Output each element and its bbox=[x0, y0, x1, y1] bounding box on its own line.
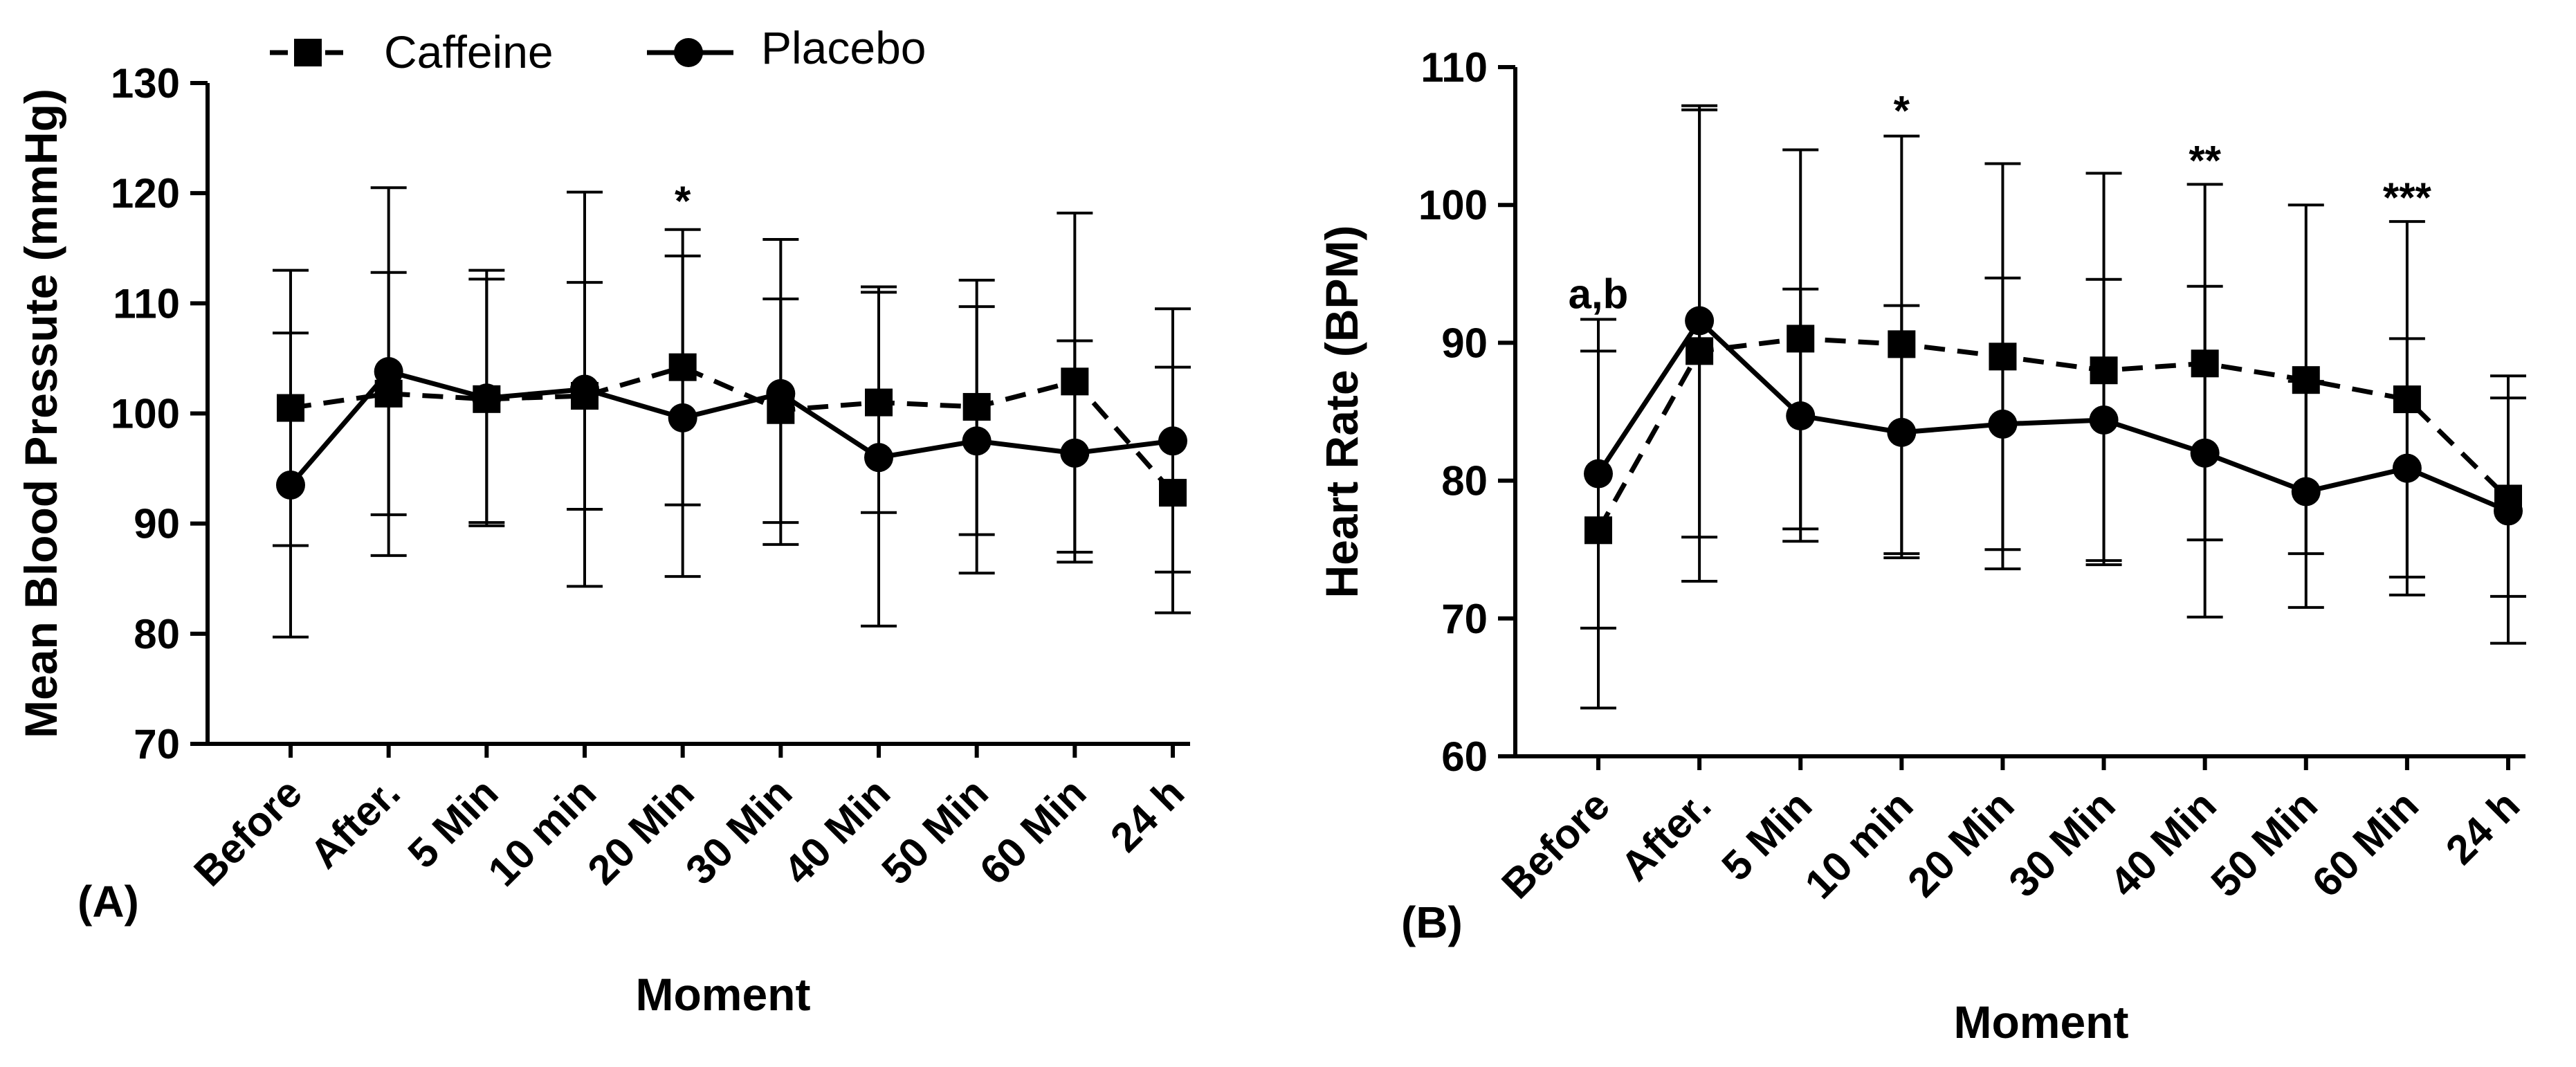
data-point-placebo bbox=[2291, 477, 2321, 507]
x-tick-label: Before bbox=[1492, 782, 1618, 908]
x-tick-label: 10 min bbox=[479, 769, 605, 895]
x-tick-label: 30 Min bbox=[2000, 782, 2123, 906]
y-tick-label: 70 bbox=[134, 721, 180, 767]
x-tick-label: Before bbox=[185, 769, 311, 895]
data-point-placebo bbox=[864, 443, 893, 473]
x-tick-label: 40 Min bbox=[2101, 782, 2225, 906]
x-tick-label: 60 Min bbox=[971, 769, 1095, 893]
y-tick-label: 80 bbox=[1441, 458, 1488, 504]
data-point-caffeine bbox=[1787, 325, 1815, 353]
series-caffeine bbox=[1584, 325, 2522, 545]
significance-annotation: ** bbox=[2189, 137, 2221, 183]
data-point-placebo bbox=[1685, 306, 1715, 336]
data-point-caffeine bbox=[865, 388, 893, 417]
x-tick-label: 10 min bbox=[1796, 782, 1922, 908]
y-tick-label: 100 bbox=[1418, 182, 1488, 228]
series-line-caffeine bbox=[1596, 336, 2510, 532]
y-tick-label: 90 bbox=[134, 501, 180, 547]
data-point-caffeine bbox=[277, 394, 304, 422]
error-bars-placebo bbox=[273, 186, 1191, 639]
data-point-caffeine bbox=[2292, 366, 2320, 394]
error-bars-caffeine bbox=[273, 228, 1191, 614]
data-point-caffeine bbox=[1989, 343, 2017, 371]
x-axis-title: Moment bbox=[636, 969, 811, 1020]
legend-marker-placebo bbox=[674, 38, 703, 67]
x-tick-label: After. bbox=[1611, 782, 1719, 890]
data-point-caffeine bbox=[2191, 349, 2219, 378]
data-point-caffeine bbox=[962, 392, 991, 421]
x-tick-label: 50 Min bbox=[873, 769, 996, 893]
legend: Caffeine Placebo bbox=[270, 22, 926, 77]
data-point-caffeine bbox=[2393, 385, 2421, 414]
series-line-placebo bbox=[289, 369, 1173, 487]
x-tick-label: 24 h bbox=[2437, 782, 2528, 873]
data-point-placebo bbox=[2190, 438, 2220, 468]
series-line-placebo bbox=[1596, 318, 2510, 513]
data-point-caffeine bbox=[1888, 330, 1916, 358]
legend-label-caffeine: Caffeine bbox=[384, 26, 554, 77]
data-point-caffeine bbox=[1061, 367, 1089, 396]
x-axis-title: Moment bbox=[1954, 996, 2129, 1048]
data-point-placebo bbox=[1988, 409, 2018, 439]
legend-marker-caffeine bbox=[294, 39, 322, 66]
data-point-placebo bbox=[374, 357, 403, 387]
y-tick-label: 110 bbox=[113, 280, 180, 327]
y-tick-label: 60 bbox=[1441, 733, 1488, 780]
x-tick-label: 30 Min bbox=[677, 769, 801, 893]
y-tick-label: 110 bbox=[1421, 44, 1488, 91]
data-point-caffeine bbox=[1584, 516, 1612, 545]
data-point-placebo bbox=[1060, 438, 1090, 468]
significance-annotation: * bbox=[1894, 88, 1910, 134]
data-point-placebo bbox=[1786, 401, 1816, 430]
data-point-placebo bbox=[276, 470, 305, 500]
series-placebo bbox=[1584, 306, 2523, 526]
data-point-caffeine bbox=[1686, 337, 1714, 365]
data-point-placebo bbox=[570, 374, 599, 404]
data-point-placebo bbox=[2089, 405, 2119, 435]
y-tick-label: 80 bbox=[134, 611, 180, 657]
data-point-placebo bbox=[1158, 426, 1187, 456]
x-tick-label: 40 Min bbox=[775, 769, 899, 893]
data-point-placebo bbox=[962, 426, 992, 456]
significance-annotation: * bbox=[675, 178, 691, 224]
x-tick-label: 20 Min bbox=[578, 769, 702, 893]
data-point-caffeine bbox=[668, 353, 697, 381]
data-point-placebo bbox=[668, 403, 697, 432]
x-tick-label: 24 h bbox=[1102, 769, 1193, 861]
x-tick-label: 20 Min bbox=[1899, 782, 2022, 906]
series-line-caffeine bbox=[290, 365, 1175, 495]
y-tick-label: 90 bbox=[1441, 320, 1488, 366]
data-point-placebo bbox=[2392, 453, 2422, 483]
panel-label: (B) bbox=[1401, 897, 1463, 947]
series-placebo bbox=[276, 357, 1187, 500]
data-point-caffeine bbox=[1159, 479, 1187, 507]
x-tick-label: After. bbox=[301, 769, 409, 877]
data-point-placebo bbox=[766, 379, 796, 408]
significance-annotation: a,b bbox=[1569, 271, 1629, 318]
data-point-caffeine bbox=[2090, 356, 2118, 385]
significance-annotation: *** bbox=[2383, 174, 2432, 221]
panel-label: (A) bbox=[77, 877, 139, 927]
data-point-placebo bbox=[1887, 417, 1917, 447]
legend-label-placebo: Placebo bbox=[761, 22, 926, 73]
y-tick-label: 70 bbox=[1441, 596, 1488, 642]
y-axis-title: Mean Blood Pressute (mmHg) bbox=[15, 89, 66, 738]
data-point-placebo bbox=[1584, 459, 1613, 489]
data-point-placebo bbox=[472, 383, 502, 413]
y-tick-label: 120 bbox=[111, 170, 180, 217]
data-point-placebo bbox=[2494, 496, 2523, 526]
y-tick-label: 130 bbox=[111, 60, 180, 107]
y-axis-title: Heart Rate (BPM) bbox=[1316, 225, 1367, 598]
y-tick-label: 100 bbox=[111, 391, 180, 437]
x-tick-label: 50 Min bbox=[2202, 782, 2326, 906]
x-tick-label: 60 Min bbox=[2303, 782, 2427, 906]
